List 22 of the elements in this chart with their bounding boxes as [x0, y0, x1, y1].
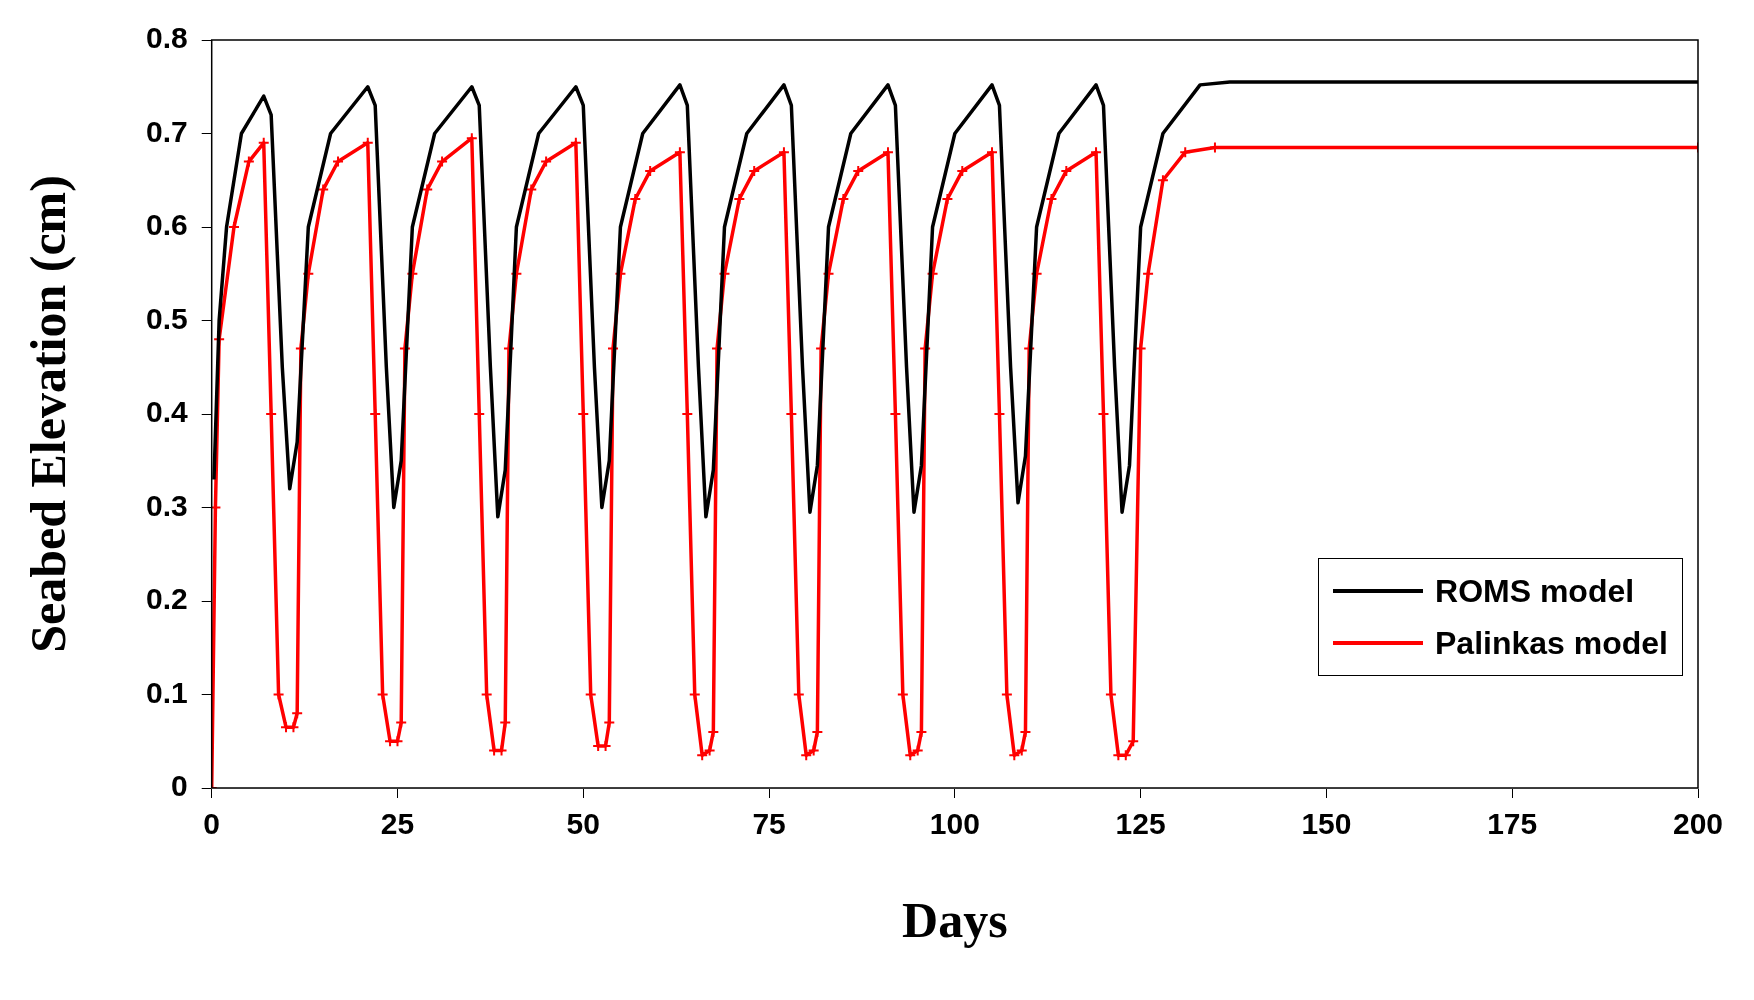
y-tick-label: 0: [171, 769, 188, 803]
y-tick-label: 0.8: [145, 21, 188, 55]
y-tick-label: 0.7: [145, 114, 188, 148]
x-tick-label: 125: [1115, 807, 1166, 841]
x-tick-label: 75: [752, 807, 786, 841]
x-tick-label: 25: [380, 807, 415, 841]
x-axis-title: Days: [902, 891, 1008, 948]
x-tick-label: 100: [929, 807, 980, 841]
y-axis-title: Seabed Elevation (cm): [19, 175, 76, 653]
x-tick-label: 200: [1672, 807, 1724, 841]
x-tick-label: 175: [1487, 807, 1538, 841]
y-tick-label: 0.6: [145, 208, 188, 242]
y-tick-label: 0.3: [145, 488, 188, 522]
y-tick-label: 0.1: [145, 675, 188, 709]
x-tick-label: 0: [203, 807, 221, 841]
legend-label: Palinkas model: [1435, 624, 1668, 662]
x-tick-label: 50: [566, 807, 600, 841]
legend-label: ROMS model: [1435, 572, 1635, 610]
y-tick-label: 0.5: [145, 301, 188, 335]
y-tick-label: 0.2: [145, 582, 188, 616]
y-tick-label: 0.4: [145, 395, 188, 429]
x-tick-label: 150: [1301, 807, 1352, 841]
